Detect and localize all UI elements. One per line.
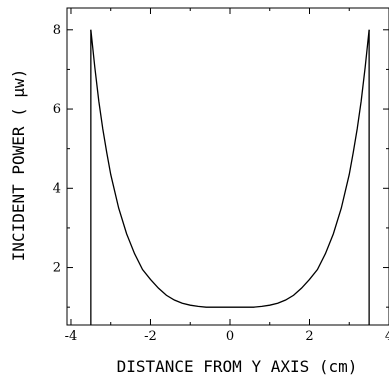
y-axis-label: INCIDENT POWER ( μw)	[9, 69, 28, 262]
power-curve	[90, 29, 370, 308]
y-tick-label: 2	[53, 261, 61, 276]
x-tick-label: 2	[305, 329, 313, 344]
x-axis-ticks: -4 -2 0 2 4	[65, 8, 389, 344]
y-tick-label: 6	[53, 102, 61, 117]
y-axis-ticks: 2 4 6 8	[53, 23, 389, 308]
x-axis-label: DISTANCE FROM Y AXIS (cm)	[117, 357, 358, 376]
plot-frame	[66, 7, 389, 326]
y-tick-label: 4	[53, 181, 61, 196]
x-tick-label: -4	[65, 329, 78, 344]
y-tick-label: 8	[53, 23, 61, 38]
boundary-lines	[90, 29, 370, 325]
x-tick-label: 4	[385, 329, 389, 344]
x-tick-label: -2	[144, 329, 157, 344]
x-tick-label: 0	[226, 329, 234, 344]
